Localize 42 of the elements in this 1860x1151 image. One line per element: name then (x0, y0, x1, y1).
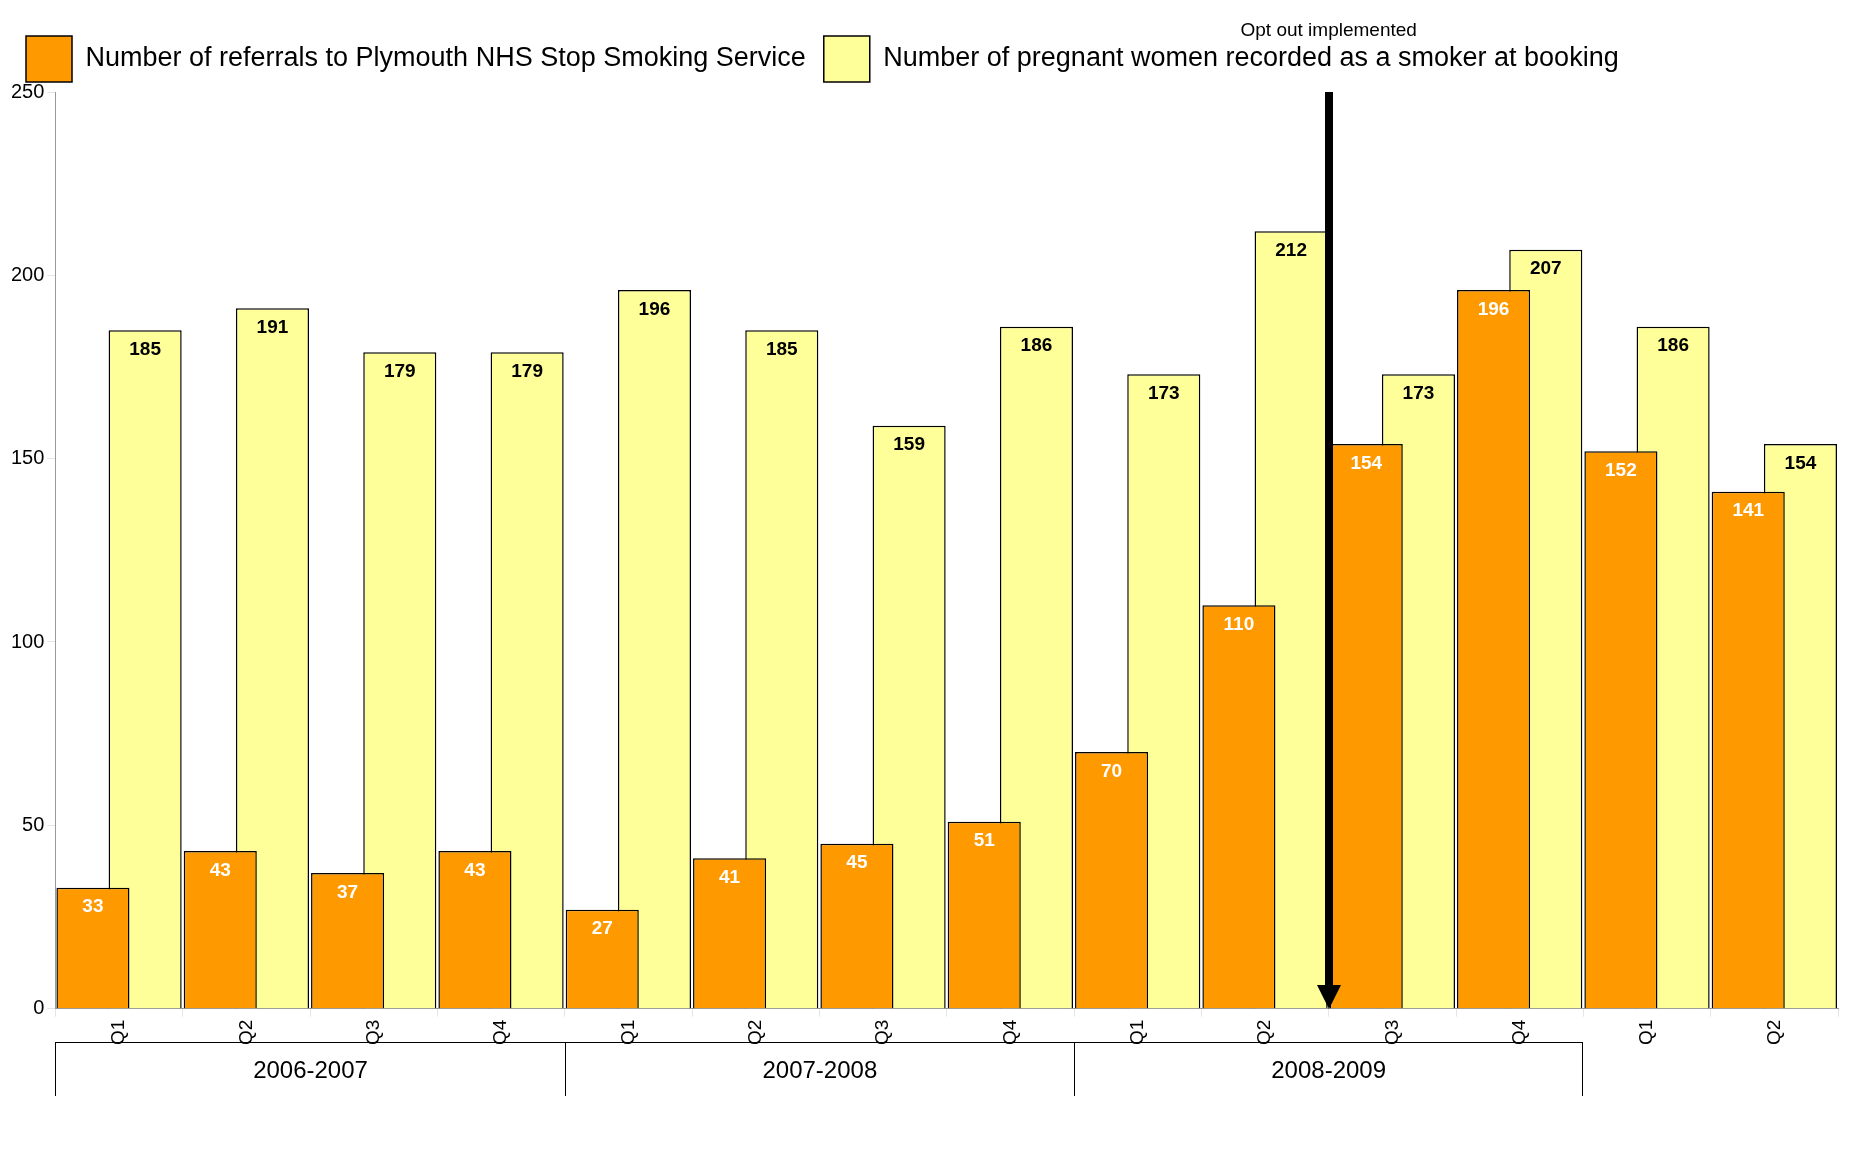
data-label: 27 (591, 917, 613, 939)
data-label: 51 (973, 829, 996, 851)
data-label: 186 (1657, 334, 1689, 356)
data-label: 186 (1020, 334, 1053, 356)
data-label: 212 (1275, 239, 1307, 261)
legend-label: Number of pregnant women recorded as a smoker at booking (883, 42, 1619, 73)
data-label: 179 (383, 360, 416, 382)
y-tick-label: 200 (10, 262, 45, 285)
data-label: 154 (1784, 451, 1817, 473)
y-tick-label: 250 (10, 79, 45, 102)
data-label: 173 (1402, 382, 1435, 404)
y-tick-label: 50 (22, 812, 45, 835)
data-label: 185 (765, 338, 799, 360)
data-label: 179 (511, 360, 543, 382)
data-label: 152 (1605, 459, 1637, 481)
data-label: 191 (256, 316, 289, 338)
x-tick-label: Q1 (1635, 1019, 1657, 1046)
text: Opt out implemented (1239, 18, 1418, 42)
data-label: 43 (464, 858, 486, 880)
data-label: 70 (1101, 759, 1123, 781)
y-tick-label: 150 (10, 446, 45, 469)
text: 2007-2008 (762, 1055, 878, 1083)
data-label: 159 (893, 433, 925, 455)
text: 2008-2009 (1271, 1055, 1387, 1083)
text: 2006-2007 (253, 1055, 368, 1083)
data-label: 110 (1223, 613, 1255, 635)
data-label: 154 (1350, 451, 1383, 473)
data-label: 37 (337, 880, 359, 902)
y-tick-label: 0 (33, 996, 45, 1019)
data-label: 196 (1477, 297, 1510, 319)
data-label: 207 (1529, 257, 1562, 279)
data-label: 43 (209, 858, 231, 880)
data-label: 185 (129, 338, 162, 360)
legend-label: Number of referrals to Plymouth NHS Stop Smoking Service (85, 42, 806, 73)
data-label: 141 (1732, 499, 1765, 521)
data-label: 41 (719, 866, 741, 888)
data-label: 173 (1147, 382, 1180, 404)
y-tick-label: 100 (10, 629, 45, 652)
x-tick-label: Q2 (1762, 1019, 1784, 1046)
data-label: 196 (638, 297, 671, 319)
data-label: 33 (82, 895, 104, 917)
data-label: 45 (846, 851, 868, 873)
